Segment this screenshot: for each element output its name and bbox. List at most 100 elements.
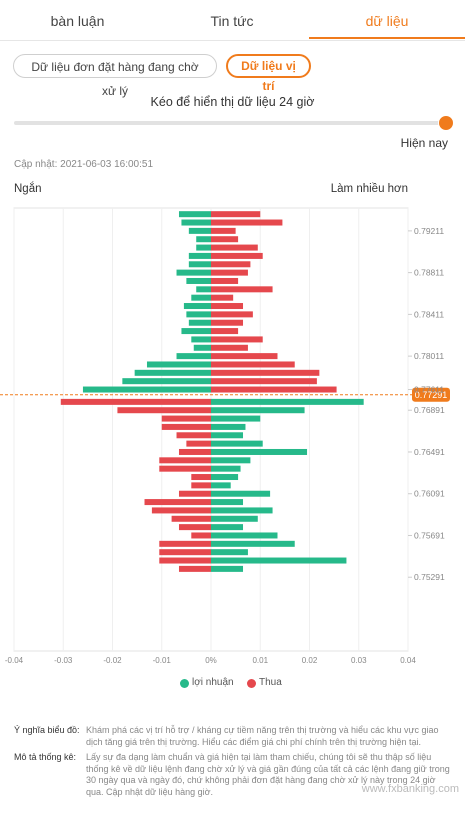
note-meaning-key: Ý nghĩa biểu đồ: — [14, 725, 80, 735]
bar-long-profit — [211, 549, 248, 556]
bar-short-loss — [159, 549, 211, 556]
bar-long-loss — [211, 344, 248, 351]
short-side-label: Ngắn — [14, 183, 42, 195]
bar-short-profit — [183, 303, 211, 310]
bar-short-profit — [176, 269, 211, 276]
bar-long-profit — [211, 482, 231, 489]
bar-long-profit — [211, 407, 305, 414]
bar-long-profit — [211, 448, 308, 455]
y-tick-label: 0.76091 — [414, 489, 445, 499]
bar-long-profit — [211, 532, 278, 539]
long-side-label: Làm nhiều hơn — [330, 183, 408, 195]
bar-short-profit — [181, 328, 211, 335]
pending-orders-button[interactable]: Dữ liệu đơn đặt hàng đang chờ xử lý — [13, 54, 217, 98]
bar-short-profit — [186, 311, 211, 318]
bar-short-loss — [159, 557, 211, 564]
y-tick-label: 0.75691 — [414, 530, 445, 540]
bar-short-loss — [161, 415, 211, 422]
bar-long-loss — [211, 361, 295, 368]
now-label: Hiện nay — [400, 136, 448, 150]
slider-label: Kéo để hiển thị dữ liệu 24 giờ — [150, 95, 315, 109]
bar-short-loss — [178, 490, 211, 497]
bar-long-profit — [211, 524, 244, 531]
bar-long-loss — [211, 211, 261, 218]
legend-profit-label: lợi nhuận — [192, 677, 234, 688]
bar-long-loss — [211, 227, 236, 234]
legend-loss-dot — [247, 679, 256, 688]
bar-short-profit — [188, 319, 211, 326]
note-statistics-text: Lấy sự đa dạng làm chuẩn và giá hiện tại… — [86, 752, 450, 797]
bar-long-loss — [211, 311, 253, 318]
bar-short-loss — [159, 465, 211, 472]
tab-news[interactable]: Tin tức — [210, 13, 254, 29]
bar-long-loss — [211, 336, 263, 343]
bar-long-profit — [211, 457, 251, 464]
position-chart: -0.04 -0.03 -0.02 -0.01 0% 0.01 0.02 0.03 0.04 0.… — [0, 207, 450, 665]
bar-short-loss — [144, 499, 211, 506]
bar-long-profit — [211, 432, 244, 439]
bar-short-profit — [196, 236, 211, 243]
note-statistics-key: Mô tả thống kê: — [14, 752, 77, 762]
bar-short-profit — [82, 386, 211, 393]
bar-long-loss — [211, 303, 244, 310]
bar-long-loss — [211, 252, 263, 259]
bar-short-profit — [191, 336, 211, 343]
bar-short-profit — [178, 211, 211, 218]
bar-long-profit — [211, 440, 263, 447]
bar-long-loss — [211, 219, 283, 226]
chart-notes: Ý nghĩa biểu đồ: Khám phá các vị trí hỗ … — [14, 725, 454, 802]
time-slider-track[interactable] — [14, 121, 446, 125]
x-tick-label: 0.02 — [302, 656, 318, 665]
bar-long-loss — [211, 386, 337, 393]
bar-long-profit — [211, 499, 244, 506]
bar-long-loss — [211, 378, 317, 385]
x-tick-label: -0.02 — [103, 656, 122, 665]
bar-short-profit — [176, 353, 211, 360]
bar-long-profit — [211, 565, 244, 572]
note-meaning: Ý nghĩa biểu đồ: Khám phá các vị trí hỗ … — [14, 725, 454, 748]
x-tick-label: -0.04 — [5, 656, 24, 665]
bar-long-loss — [211, 369, 320, 376]
bar-short-profit — [191, 294, 211, 301]
bar-long-loss — [211, 319, 244, 326]
bar-short-loss — [159, 457, 211, 464]
bar-long-loss — [211, 277, 239, 284]
note-meaning-text: Khám phá các vị trí hỗ trợ / kháng cự ti… — [86, 725, 439, 747]
positions-button[interactable]: Dữ liệu vị trí — [226, 54, 311, 93]
bar-short-loss — [117, 407, 211, 414]
bar-short-loss — [191, 482, 211, 489]
bar-long-loss — [211, 328, 239, 335]
bar-short-profit — [122, 378, 211, 385]
x-tick-label: 0.01 — [252, 656, 268, 665]
bar-long-profit — [211, 540, 295, 547]
bar-short-profit — [188, 252, 211, 259]
bar-long-profit — [211, 557, 347, 564]
y-tick-label: 0.78411 — [414, 309, 444, 319]
bar-short-loss — [171, 515, 211, 522]
bar-short-loss — [178, 524, 211, 531]
tab-data[interactable]: dữ liệu — [365, 13, 409, 29]
bar-long-profit — [211, 415, 261, 422]
time-slider-handle[interactable] — [438, 115, 454, 131]
x-tick-label: -0.01 — [153, 656, 172, 665]
active-tab-indicator — [309, 37, 465, 39]
tab-discussion[interactable]: bàn luận — [50, 13, 105, 29]
bar-long-loss — [211, 294, 234, 301]
y-tick-label: 0.79211 — [414, 226, 444, 236]
update-timestamp: Cập nhật: 2021-06-03 16:00:51 — [14, 159, 153, 170]
bar-long-loss — [211, 269, 248, 276]
bar-long-profit — [211, 465, 241, 472]
bar-long-profit — [211, 423, 246, 430]
bar-short-loss — [191, 474, 211, 481]
current-price-badge — [412, 387, 450, 402]
bar-short-profit — [146, 361, 211, 368]
bar-long-loss — [211, 261, 251, 268]
chart-legend: lợi nhuận Thua — [0, 677, 465, 691]
y-tick-label: 0.76491 — [414, 447, 445, 457]
bar-long-loss — [211, 286, 273, 293]
x-tick-label: 0% — [205, 656, 217, 665]
bar-long-profit — [211, 398, 364, 405]
bar-short-loss — [176, 432, 211, 439]
legend-profit-dot — [180, 679, 189, 688]
current-price-label: 0.77291 — [415, 390, 448, 400]
